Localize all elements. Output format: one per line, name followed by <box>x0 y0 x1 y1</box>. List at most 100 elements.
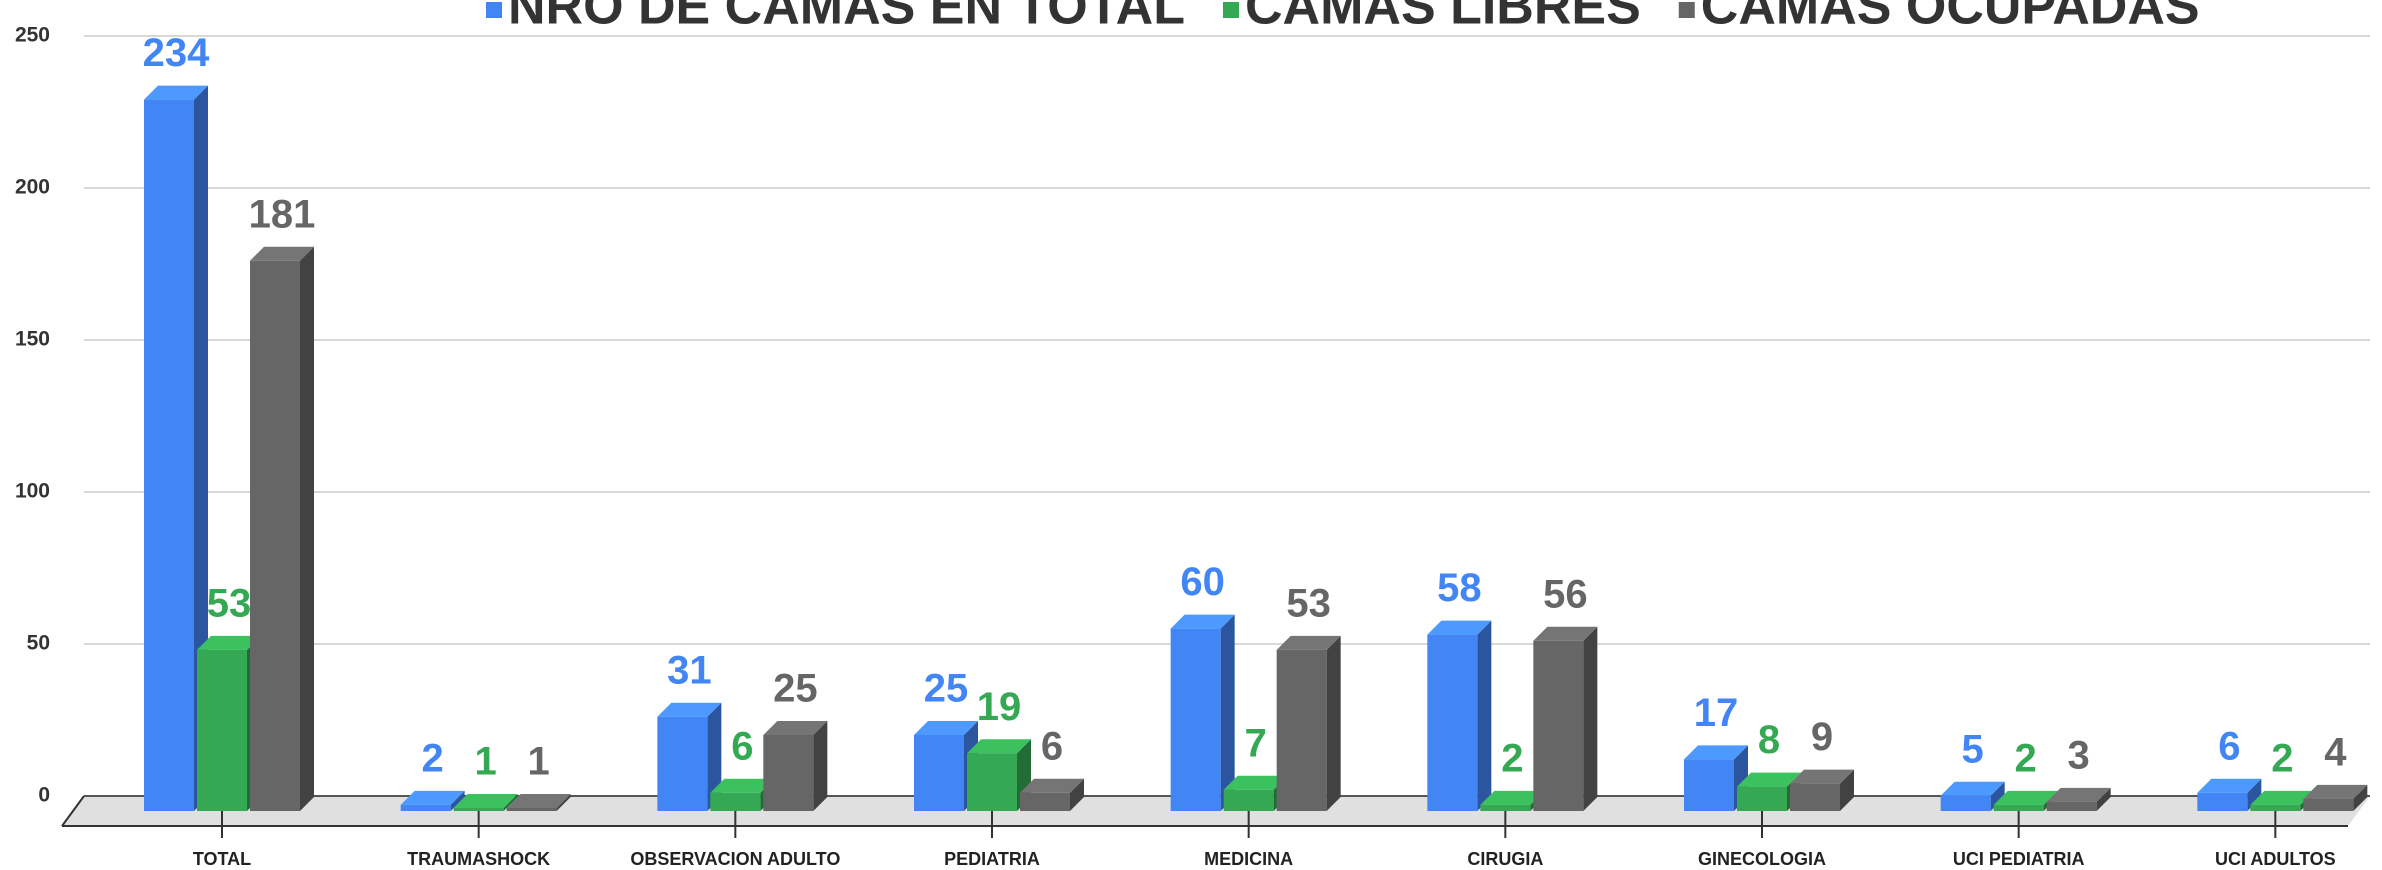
x-tick-label: MEDICINA <box>1204 849 1293 869</box>
bar-face <box>144 99 194 811</box>
bar-face <box>1990 781 2005 811</box>
y-tick-label: 50 <box>27 632 50 655</box>
bar-face <box>450 790 465 811</box>
value-label: 8 <box>1758 718 1780 762</box>
bar-face <box>1684 759 1734 811</box>
legend-marker <box>1222 2 1239 18</box>
value-label: 1 <box>475 740 497 784</box>
bar <box>1170 614 1235 811</box>
bar-face <box>556 793 571 811</box>
bar-face <box>710 792 761 811</box>
bar-face <box>1477 620 1492 811</box>
bar <box>2046 787 2111 811</box>
bar <box>1940 781 2005 811</box>
bar <box>453 793 518 811</box>
bar <box>1790 769 1854 811</box>
bar-face <box>1940 781 2005 796</box>
bar-face <box>1993 790 2058 805</box>
bar <box>506 793 571 811</box>
bar-face <box>2250 804 2301 811</box>
value-label: 2 <box>1501 736 1523 780</box>
bar <box>400 790 465 811</box>
bar-face <box>1276 635 1341 650</box>
bar-face <box>1170 628 1221 811</box>
x-tick-label: TRAUMASHOCK <box>407 849 550 869</box>
bar-face <box>2046 787 2111 802</box>
value-label: 4 <box>2324 730 2347 774</box>
bar-face <box>1070 778 1084 811</box>
bar-face <box>710 778 775 793</box>
bar-face <box>300 246 314 811</box>
bar-face <box>2303 784 2368 799</box>
bar-face <box>1223 789 1274 811</box>
legend-marker <box>1678 2 1695 18</box>
bar <box>2197 778 2262 811</box>
bar-face <box>144 85 208 100</box>
bar-face <box>2197 778 2262 793</box>
bar-face <box>1940 795 1991 811</box>
bar-face <box>453 807 504 811</box>
bar-face <box>197 635 261 650</box>
legend-label: CAMAS OCUPADAS <box>1701 0 2200 36</box>
value-label: 6 <box>1041 724 1063 768</box>
bar-face <box>197 649 247 811</box>
bar-face <box>2303 798 2354 811</box>
bar-face <box>763 721 828 735</box>
bar-face <box>1170 614 1235 629</box>
bar <box>763 721 828 811</box>
bar-face <box>1223 775 1288 790</box>
bar-face <box>1480 804 1531 811</box>
value-label: 2 <box>2271 736 2293 780</box>
value-label: 25 <box>773 667 818 711</box>
bar <box>1020 778 1084 811</box>
bar-face <box>2353 784 2368 811</box>
bar-face <box>1684 745 1748 760</box>
value-label: 9 <box>1811 715 1833 759</box>
value-label: 2 <box>2015 736 2037 780</box>
y-tick-label: 0 <box>38 784 50 807</box>
x-tick-label: OBSERVACION ADULTO <box>630 849 840 869</box>
x-tick-label: GINECOLOGIA <box>1698 849 1826 869</box>
bar-face <box>2250 790 2315 805</box>
x-tick-label: TOTAL <box>193 849 251 869</box>
value-label: 53 <box>1286 581 1331 625</box>
bar-face <box>2197 792 2248 811</box>
bar-face <box>657 716 708 811</box>
bar-face <box>1840 769 1854 811</box>
bar-face <box>1583 626 1598 811</box>
y-tick-label: 150 <box>15 328 50 351</box>
bar-face <box>250 260 300 811</box>
value-label: 19 <box>977 685 1022 729</box>
bar-face <box>657 702 722 717</box>
bar-face <box>400 790 465 805</box>
axis-edge <box>61 795 85 827</box>
y-tick-label: 200 <box>15 176 50 199</box>
legend-label: NRO DE CAMAS EN TOTAL <box>508 0 1185 36</box>
value-label: 58 <box>1437 566 1482 610</box>
value-label: 234 <box>143 31 210 75</box>
value-label: 6 <box>731 724 753 768</box>
value-label: 181 <box>249 192 316 236</box>
value-label: 53 <box>207 581 252 625</box>
bar-face <box>1276 649 1327 811</box>
bar-face <box>763 735 814 811</box>
bar-face <box>707 702 722 811</box>
bar-face <box>1993 804 2044 811</box>
bar <box>657 702 722 811</box>
bar-face <box>1533 626 1598 641</box>
bar-face <box>1020 792 1070 811</box>
bar-face <box>1020 778 1084 793</box>
bar <box>1533 626 1598 811</box>
bar <box>2303 784 2368 811</box>
bar-face <box>914 735 964 811</box>
bar-face <box>1790 769 1854 784</box>
value-label: 60 <box>1180 560 1225 604</box>
bar-face <box>506 793 571 808</box>
value-label: 5 <box>1962 727 1984 771</box>
value-label: 7 <box>1245 721 1267 765</box>
bar-face <box>453 793 518 808</box>
x-tick-label: UCI ADULTOS <box>2215 849 2336 869</box>
bar-face <box>194 85 208 811</box>
x-tick-label: PEDIATRIA <box>944 849 1040 869</box>
